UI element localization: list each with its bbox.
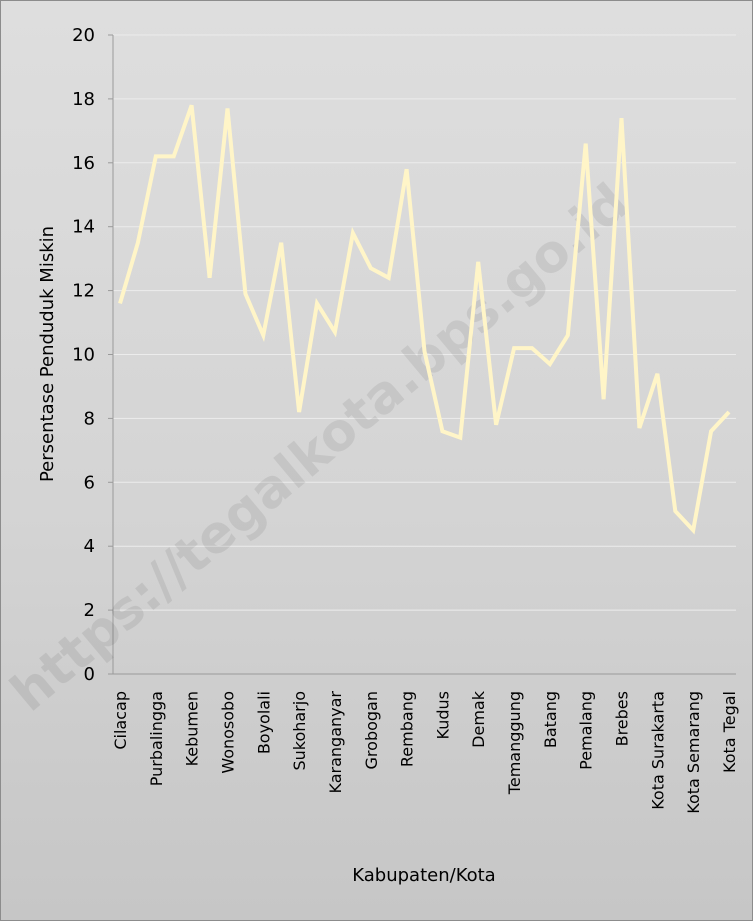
watermark: https://tegalkota.bps.go.id <box>1 173 640 724</box>
y-tick-label: 12 <box>72 281 95 302</box>
x-tick-label: Grobogan <box>362 691 381 769</box>
y-tick-label: 18 <box>72 89 95 110</box>
x-tick-label: Rembang <box>398 691 417 767</box>
x-tick-label: Wonosobo <box>218 691 237 774</box>
y-tick-label: 2 <box>84 600 95 621</box>
y-tick-label: 10 <box>72 345 95 366</box>
x-tick-label: Kota Semarang <box>684 691 703 814</box>
y-tick-label: 16 <box>72 153 95 174</box>
y-axis-title: Persentase Penduduk Miskin <box>37 226 58 482</box>
series-line <box>118 104 731 535</box>
y-tick-label: 14 <box>72 217 95 238</box>
x-tick-label: Kota Tegal <box>720 691 739 773</box>
x-tick-label: Kota Surakarta <box>648 691 667 810</box>
y-tick-label: 20 <box>72 25 95 46</box>
y-tick-label: 8 <box>84 408 95 429</box>
x-tick-label: Temanggung <box>505 691 524 795</box>
x-tick-label: Karanganyar <box>326 691 345 794</box>
y-tick-label: 4 <box>84 536 95 557</box>
y-tick-labels: 0 2 4 6 8 10 12 14 16 18 20 <box>72 25 95 685</box>
y-tick-label: 0 <box>84 664 95 685</box>
x-tick-label: Kebumen <box>183 691 202 766</box>
x-axis-title: Kabupaten/Kota <box>352 865 495 886</box>
x-tick-label: Boyolali <box>254 691 273 754</box>
x-tick-label: Cilacap <box>111 691 130 750</box>
x-tick-label: Kudus <box>433 691 452 739</box>
x-tick-label: Demak <box>469 690 488 748</box>
x-tick-label: Purbalingga <box>147 691 166 786</box>
x-tick-label: Batang <box>541 691 560 748</box>
x-tick-labels: Cilacap Purbalingga Kebumen Wonosobo Boyolal… <box>111 690 739 813</box>
x-tick-label: Sukoharjo <box>290 691 309 771</box>
x-tick-label: Brebes <box>613 691 632 746</box>
x-tick-label: Pemalang <box>577 691 596 770</box>
y-tick-label: 6 <box>84 472 95 493</box>
